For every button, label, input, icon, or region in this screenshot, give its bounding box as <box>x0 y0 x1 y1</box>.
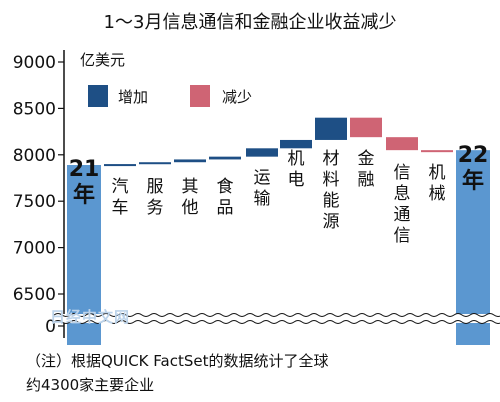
bar-其他 <box>174 159 206 163</box>
y-tick-label: 8000 <box>13 146 56 166</box>
watermark-logo: 日经中文网 <box>50 308 131 326</box>
legend-decrease-swatch <box>190 85 210 107</box>
legend-increase-label: 增加 <box>118 88 149 106</box>
category-label-22年: 22 年 <box>458 143 489 194</box>
bar-服务 <box>139 162 171 165</box>
category-label-食品: 食品 <box>217 177 234 218</box>
bar-食品 <box>209 156 241 160</box>
legend-decrease-label: 减少 <box>222 88 253 106</box>
bar-机电 <box>280 139 312 149</box>
category-label-金融: 金融 <box>358 149 375 190</box>
axis-break-line <box>53 320 500 324</box>
category-label-材料能源: 材料能源 <box>323 149 340 232</box>
y-tick-label: 8500 <box>13 99 56 119</box>
chart-title: 1～3月信息通信和金融企业收益减少 <box>103 12 397 33</box>
bar-运输 <box>246 148 278 157</box>
category-label-汽车: 汽车 <box>112 177 129 218</box>
legend-increase-swatch <box>88 85 108 107</box>
bar-金融 <box>350 117 382 138</box>
category-label-信息通信: 信息通信 <box>394 163 411 246</box>
y-tick-label: 6500 <box>13 285 56 305</box>
bar-材料能源 <box>315 117 347 140</box>
bar-22年 <box>456 150 490 345</box>
bar-信息通信 <box>386 137 418 151</box>
y-tick-label: 7500 <box>13 192 56 212</box>
category-label-21年: 21 年 <box>69 157 100 208</box>
category-label-机械: 机械 <box>429 163 446 204</box>
footnote-line-2: 约4300家主要企业 <box>26 376 155 394</box>
footnote-line-1: （注）根据QUICK FactSet的数据统计了全球 <box>26 352 329 370</box>
category-label-服务: 服务 <box>147 177 164 218</box>
y-tick-label: 7000 <box>13 239 56 259</box>
category-label-其他: 其他 <box>182 177 199 218</box>
category-label-机电: 机电 <box>288 149 305 190</box>
bar-机械 <box>421 150 453 153</box>
y-tick-label: 9000 <box>13 53 56 73</box>
axis-break-line <box>53 313 500 317</box>
category-label-运输: 运输 <box>254 168 271 209</box>
axis-break-band <box>54 314 500 323</box>
y-tick-label: 0 <box>45 317 56 337</box>
bar-汽车 <box>104 164 136 167</box>
y-axis-unit: 亿美元 <box>80 51 126 69</box>
